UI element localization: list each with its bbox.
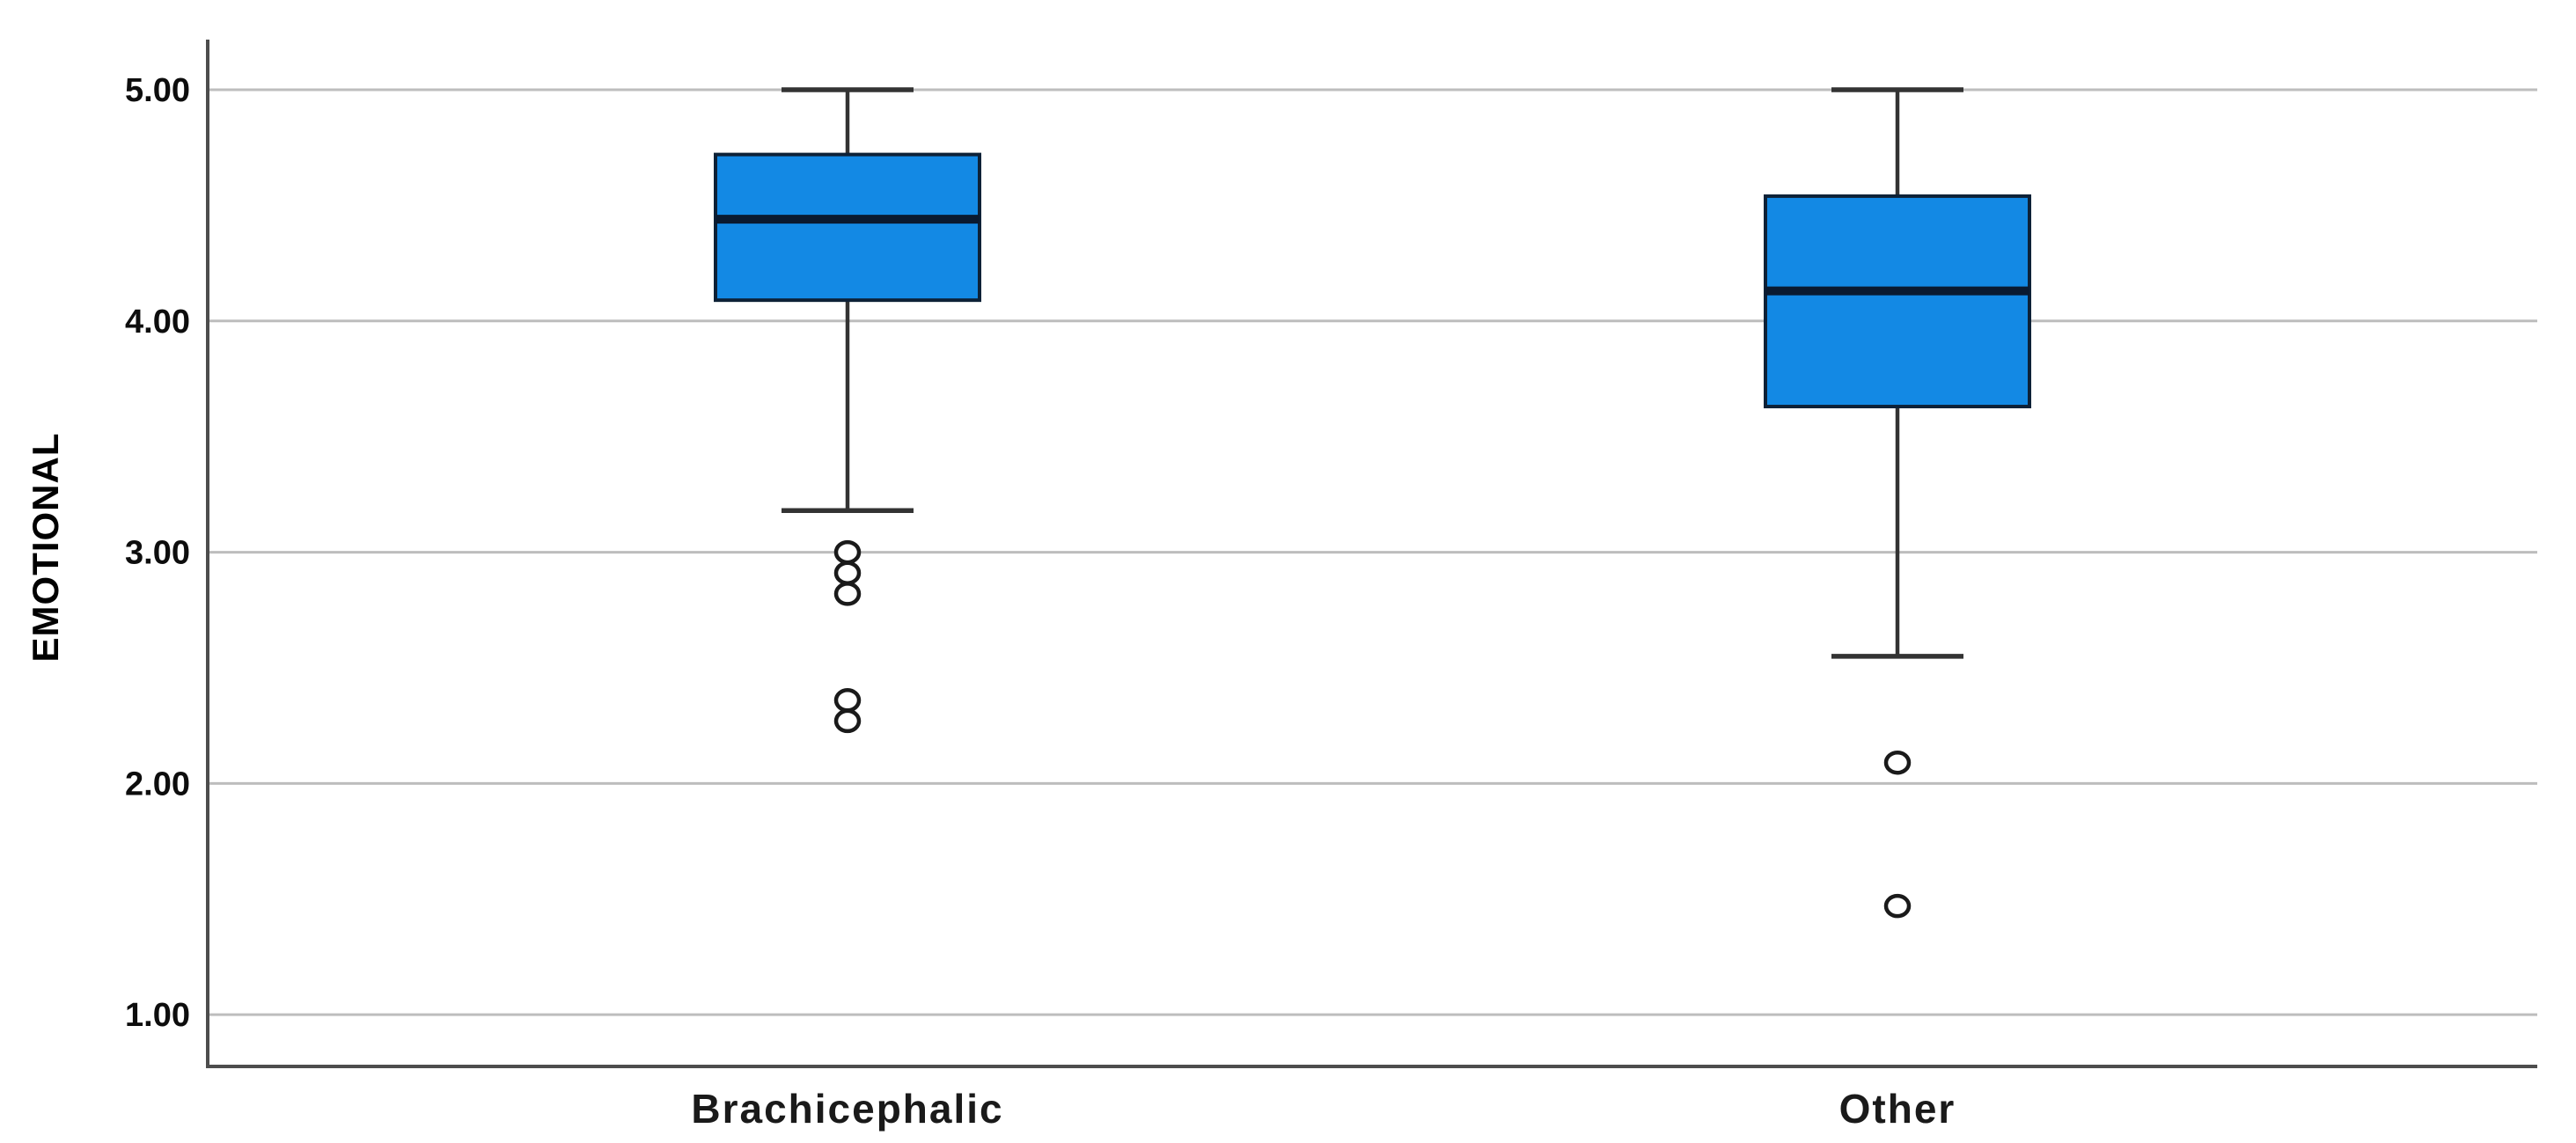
y-tick-label-5.00: 5.00 — [125, 72, 190, 109]
y-tick-label-1.00: 1.00 — [125, 997, 190, 1034]
y-tick-label-4.00: 4.00 — [125, 304, 190, 341]
x-category-label-other: Other — [1838, 1086, 1956, 1132]
box-iqr-other — [1764, 194, 2031, 409]
x-category-label-brachicephalic: Brachicephalic — [691, 1086, 1004, 1132]
outlier-point-brachicephalic-2.91 — [833, 561, 862, 585]
outlier-point-brachicephalic-2.27 — [833, 708, 862, 734]
outlier-point-brachicephalic-2.36 — [833, 688, 862, 713]
y-axis-title: EMOTIONAL — [25, 432, 66, 663]
outlier-point-other-2.09 — [1883, 750, 1912, 775]
outlier-point-other-1.47 — [1883, 893, 1912, 919]
outlier-point-brachicephalic-3.00 — [833, 539, 862, 565]
outlier-point-brachicephalic-2.82 — [833, 582, 862, 606]
y-tick-label-3.00: 3.00 — [125, 535, 190, 572]
box-iqr-brachicephalic — [714, 152, 981, 303]
y-tick-label-2.00: 2.00 — [125, 766, 190, 802]
